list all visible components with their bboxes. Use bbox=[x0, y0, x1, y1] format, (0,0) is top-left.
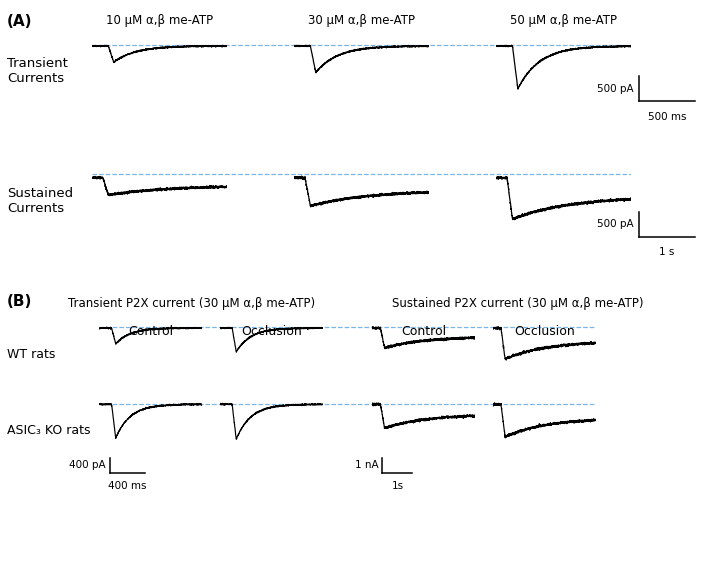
Text: Control: Control bbox=[401, 325, 446, 338]
Text: Occlusion: Occlusion bbox=[241, 325, 301, 338]
Text: Occlusion: Occlusion bbox=[514, 325, 574, 338]
Text: Transient P2X current (30 μM α,β me-ATP): Transient P2X current (30 μM α,β me-ATP) bbox=[68, 297, 315, 310]
Text: Control: Control bbox=[128, 325, 173, 338]
Text: 30 μM α,β me-ATP: 30 μM α,β me-ATP bbox=[308, 14, 415, 27]
Text: ASIC₃ KO rats: ASIC₃ KO rats bbox=[7, 424, 91, 437]
Text: Sustained
Currents: Sustained Currents bbox=[7, 186, 73, 215]
Text: 400 ms: 400 ms bbox=[108, 481, 147, 491]
Text: 400 pA: 400 pA bbox=[69, 460, 106, 471]
Text: 1s: 1s bbox=[391, 481, 403, 491]
Text: (A): (A) bbox=[7, 14, 33, 29]
Text: 500 pA: 500 pA bbox=[597, 219, 633, 229]
Text: 1 nA: 1 nA bbox=[355, 460, 379, 471]
Text: (B): (B) bbox=[7, 294, 33, 309]
Text: Sustained P2X current (30 μM α,β me-ATP): Sustained P2X current (30 μM α,β me-ATP) bbox=[392, 297, 643, 310]
Text: Transient
Currents: Transient Currents bbox=[7, 56, 68, 85]
Text: 10 μM α,β me-ATP: 10 μM α,β me-ATP bbox=[106, 14, 213, 27]
Text: 500 pA: 500 pA bbox=[597, 84, 633, 94]
Text: 500 ms: 500 ms bbox=[648, 112, 686, 121]
Text: WT rats: WT rats bbox=[7, 347, 55, 361]
Text: 1 s: 1 s bbox=[659, 247, 675, 257]
Text: 50 μM α,β me-ATP: 50 μM α,β me-ATP bbox=[510, 14, 617, 27]
